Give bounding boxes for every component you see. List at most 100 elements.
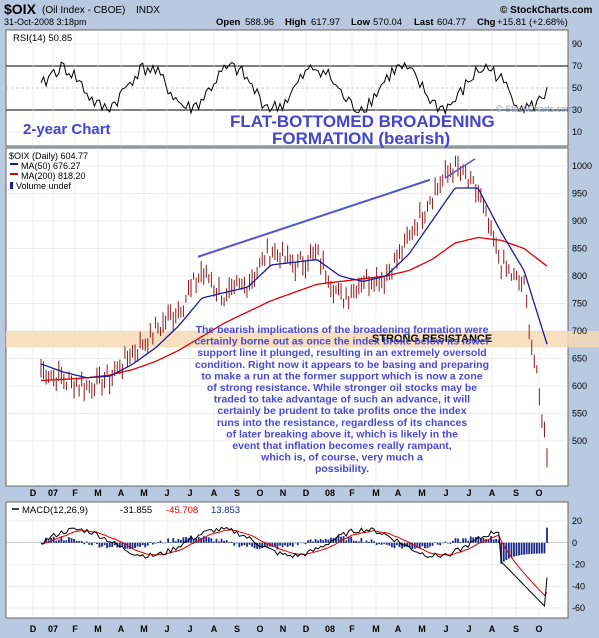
x-tick-label: A <box>118 488 125 498</box>
macd-hist-bar <box>47 540 50 543</box>
macd-hist-bar <box>57 539 60 543</box>
x-tick-label: A <box>489 624 496 634</box>
chg-label: Chg <box>477 17 496 28</box>
macd-hist-bar <box>106 542 109 548</box>
macd-hist-bar <box>98 542 101 548</box>
macd-hist-bar <box>131 542 134 549</box>
price-tick-label: 900 <box>572 216 587 226</box>
macd-hist-bar <box>70 538 73 543</box>
macd-hist-bar <box>510 542 513 558</box>
macd-line <box>40 526 548 608</box>
upper-trendline <box>197 178 431 258</box>
macd-hist-bar <box>197 537 200 543</box>
macd-hist-bar <box>350 536 353 543</box>
macd-hist-bar <box>335 537 337 543</box>
rsi-tick-label: 90 <box>572 39 582 49</box>
macd-hist-bar <box>228 542 231 543</box>
macd-hist-bar <box>154 542 157 544</box>
price-axis: 1000 950 900 850 800 750 700 650 600 550 500 <box>572 161 592 446</box>
commentary-line: certainly borne out as once the index br… <box>194 336 489 348</box>
macd-label: MACD(12,26,9) <box>22 505 88 516</box>
macd-hist-bar <box>276 542 279 550</box>
macd-hist-bar <box>179 539 182 543</box>
macd-legend: MACD(12,26,9) -31.855 -45.708 13.853 <box>22 505 240 516</box>
macd-hist-bar <box>263 542 266 547</box>
macd-hist-bar <box>85 541 88 543</box>
x-tick-label: A <box>211 624 218 634</box>
macd-hist-bar <box>279 542 281 546</box>
x-tick-label: J <box>466 488 471 498</box>
legend-ma50: MA(50) 676.27 <box>21 161 81 171</box>
macd-hist-bar <box>347 536 350 543</box>
macd-hist-bar <box>96 542 98 545</box>
macd-hist-value: 13.853 <box>211 505 240 516</box>
macd-hist-bar <box>73 538 75 543</box>
low-label: Low <box>351 17 371 28</box>
macd-hist-bar <box>502 542 505 562</box>
macd-hist-bar <box>157 541 159 543</box>
macd-hist-bar <box>513 542 515 557</box>
macd-hist-bar <box>103 542 106 546</box>
macd-hist-bar <box>454 538 457 543</box>
x-tick-label: N <box>280 488 287 498</box>
x-axis-bottom: D 07 F M A M J J A S O N D 08 F M A M J J A S O <box>30 624 543 634</box>
macd-hist-bar <box>322 540 325 543</box>
macd-hist-bar <box>431 542 434 546</box>
macd-hist-bar <box>426 542 429 549</box>
commentary-line: which is, of course, very much a <box>260 452 423 464</box>
macd-hist-bar <box>134 542 136 548</box>
rsi-axis: 90 70 50 30 10 <box>572 39 582 137</box>
x-tick-label: D <box>30 488 37 498</box>
macd-tick-label: 20 <box>572 516 582 526</box>
macd-hist-bar <box>485 539 487 543</box>
open-value: 588.96 <box>245 17 274 28</box>
rsi-tick-label: 30 <box>572 105 582 115</box>
macd-hist-bar <box>365 540 368 543</box>
macd-hist-bar <box>449 542 452 544</box>
macd-hist-bar <box>304 542 307 545</box>
rsi-tick-label: 70 <box>572 61 582 71</box>
macd-hist-bar <box>507 542 510 559</box>
x-tick-label: M <box>372 624 380 634</box>
x-tick-label: M <box>418 624 426 634</box>
macd-hist-bar <box>159 540 162 543</box>
rsi-line <box>40 61 548 116</box>
x-tick-label: J <box>164 488 169 498</box>
x-tick-label: J <box>187 624 192 634</box>
price-tick-label: 950 <box>572 189 587 199</box>
macd-hist-bar <box>195 538 198 543</box>
macd-hist-bar <box>124 542 126 549</box>
x-tick-label: M <box>140 624 148 634</box>
macd-hist-bar <box>546 527 548 543</box>
macd-hist-bar <box>388 542 391 546</box>
macd-hist-bar <box>459 541 462 543</box>
macd-hist-bar <box>482 537 485 543</box>
macd-hist-bar <box>286 542 289 547</box>
macd-hist-bar <box>469 536 472 543</box>
macd-hist-bar <box>215 538 218 543</box>
macd-hist-bar <box>60 536 63 543</box>
macd-hist-bar <box>434 542 437 543</box>
price-tick-label: 700 <box>572 326 587 336</box>
macd-hist-bar <box>429 542 431 547</box>
x-axis-top: D 07 F M A M J J A S O N D 08 F M A M J J A S O <box>30 488 543 498</box>
macd-hist-bar <box>541 542 543 554</box>
macd-hist-bar <box>174 541 177 543</box>
macd-hist-bar <box>406 542 409 547</box>
macd-hist-bar <box>368 541 370 543</box>
macd-hist-bar <box>319 538 322 543</box>
low-value: 570.04 <box>373 17 402 28</box>
macd-hist-bar <box>151 542 154 545</box>
macd-tick-label: -40 <box>572 581 585 591</box>
macd-hist-bar <box>251 542 253 547</box>
commentary-text: The bearish implications of the broadeni… <box>194 324 489 475</box>
quote-line: Open 588.96 High 617.97 Low 570.04 Last … <box>216 17 568 28</box>
x-tick-label: 08 <box>325 488 335 498</box>
macd-hist-bar <box>205 536 208 543</box>
chart-title-line1: FLAT-BOTTOMED BROADENING <box>230 112 495 131</box>
macd-hist-bar <box>141 542 144 546</box>
macd-hist-bar <box>274 542 276 548</box>
x-tick-label: A <box>395 624 402 634</box>
macd-hist-bar <box>88 542 91 545</box>
x-tick-label: S <box>513 488 519 498</box>
